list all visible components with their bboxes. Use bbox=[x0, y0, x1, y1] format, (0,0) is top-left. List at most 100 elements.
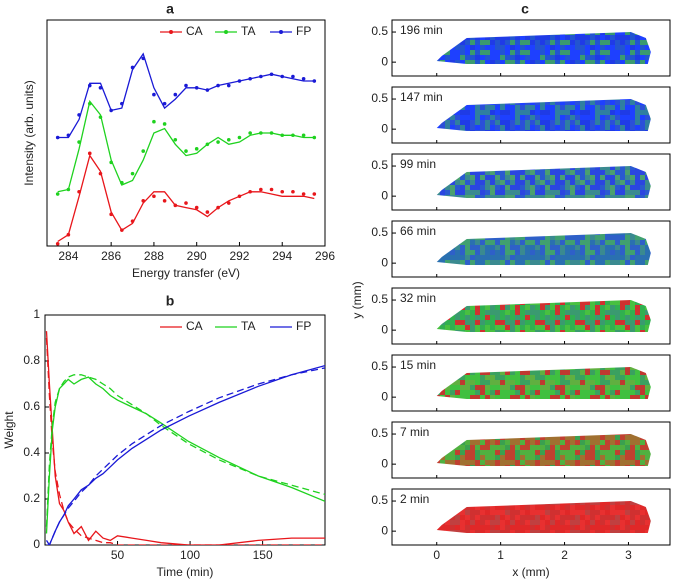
data-point bbox=[237, 194, 242, 199]
data-point bbox=[291, 133, 295, 138]
legend-label: TA bbox=[241, 319, 255, 333]
data-point bbox=[162, 101, 167, 106]
x-tick-label: 3 bbox=[625, 548, 632, 562]
map-image bbox=[436, 434, 651, 466]
x-tick-label: 292 bbox=[229, 249, 249, 263]
data-point bbox=[280, 133, 285, 138]
x-tick-label: 286 bbox=[101, 249, 121, 263]
x-tick-label: 294 bbox=[272, 249, 292, 263]
data-point bbox=[259, 131, 263, 135]
y-tick-label: 1 bbox=[33, 307, 40, 321]
y-tick-label: 0.5 bbox=[371, 158, 388, 172]
data-point bbox=[280, 189, 285, 194]
y-tick-label: 0 bbox=[381, 255, 388, 269]
data-point bbox=[301, 133, 306, 138]
plot-frame bbox=[46, 19, 326, 247]
y-tick-label: 0 bbox=[381, 322, 388, 336]
x-tick-label: 150 bbox=[253, 548, 273, 562]
data-point bbox=[226, 137, 231, 142]
data-point bbox=[248, 131, 252, 135]
data-point bbox=[248, 189, 252, 194]
data-point bbox=[162, 199, 167, 203]
data-point bbox=[109, 108, 113, 113]
y-axis-label: Weight bbox=[2, 411, 16, 449]
data-point bbox=[120, 228, 124, 232]
data-point bbox=[173, 92, 178, 97]
data-point bbox=[184, 83, 188, 88]
map-label: 66 min bbox=[400, 224, 436, 238]
x-tick-label: 100 bbox=[180, 548, 200, 562]
map-image bbox=[436, 166, 651, 198]
fit-line bbox=[57, 99, 315, 193]
y-tick-label: 0.2 bbox=[23, 491, 40, 505]
data-line bbox=[45, 376, 325, 534]
y-tick-label: 0.5 bbox=[371, 91, 388, 105]
map-label: 147 min bbox=[400, 90, 443, 104]
data-point bbox=[216, 83, 220, 88]
y-tick-label: 0.4 bbox=[23, 445, 40, 459]
data-point bbox=[162, 122, 167, 126]
x-axis-label: Energy transfer (eV) bbox=[132, 266, 240, 280]
data-line bbox=[45, 331, 325, 545]
legend-label: FP bbox=[296, 24, 311, 38]
data-point bbox=[152, 92, 156, 97]
data-point bbox=[194, 147, 199, 151]
x-tick-label: 1 bbox=[497, 548, 504, 562]
data-point bbox=[141, 56, 146, 61]
y-tick-label: 0 bbox=[381, 121, 388, 135]
data-point bbox=[120, 101, 124, 106]
data-point bbox=[87, 83, 92, 88]
data-point bbox=[205, 142, 210, 147]
data-point bbox=[130, 219, 135, 223]
legend-label: TA bbox=[241, 24, 255, 38]
plot-frame bbox=[44, 314, 326, 546]
data-point bbox=[312, 192, 317, 196]
y-tick-label: 0 bbox=[33, 537, 40, 551]
map-label: 196 min bbox=[400, 23, 443, 37]
data-point bbox=[152, 194, 156, 199]
y-tick-label: 0.5 bbox=[371, 359, 388, 373]
x-tick-label: 290 bbox=[187, 249, 207, 263]
data-point bbox=[194, 205, 199, 210]
data-point bbox=[77, 113, 81, 117]
x-tick-label: 50 bbox=[111, 548, 125, 562]
data-point bbox=[237, 135, 242, 140]
data-point bbox=[184, 149, 188, 153]
y-tick-label: 0.5 bbox=[371, 426, 388, 440]
legend-label: CA bbox=[186, 24, 203, 38]
data-point bbox=[237, 79, 242, 83]
data-point bbox=[77, 140, 81, 144]
data-point bbox=[87, 151, 92, 156]
data-point bbox=[194, 86, 199, 90]
data-point bbox=[301, 76, 306, 81]
fit-line bbox=[57, 154, 315, 243]
data-point bbox=[109, 212, 113, 217]
data-line bbox=[45, 364, 325, 545]
x-tick-label: 296 bbox=[315, 249, 335, 263]
map-label: 2 min bbox=[400, 492, 429, 506]
data-point bbox=[77, 189, 81, 194]
y-tick-label: 0.8 bbox=[23, 353, 40, 367]
y-tick-label: 0.5 bbox=[371, 24, 388, 38]
data-point bbox=[98, 115, 103, 119]
data-point bbox=[184, 201, 188, 205]
data-point bbox=[87, 101, 92, 106]
data-point bbox=[173, 203, 178, 208]
legend-marker bbox=[224, 30, 228, 34]
panel-label: a bbox=[166, 1, 174, 17]
data-point bbox=[130, 65, 135, 70]
data-point bbox=[269, 187, 274, 192]
x-axis-label: Time (min) bbox=[157, 565, 214, 579]
map-image bbox=[436, 300, 651, 332]
data-point bbox=[269, 131, 274, 135]
map-image bbox=[436, 501, 651, 533]
y-tick-label: 0.6 bbox=[23, 399, 40, 413]
y-tick-label: 0 bbox=[381, 523, 388, 537]
y-axis-label: y (mm) bbox=[350, 281, 364, 318]
data-point bbox=[98, 171, 103, 176]
x-tick-label: 284 bbox=[58, 249, 78, 263]
fit-line bbox=[57, 52, 315, 139]
legend-label: CA bbox=[186, 319, 203, 333]
data-point bbox=[130, 171, 135, 176]
